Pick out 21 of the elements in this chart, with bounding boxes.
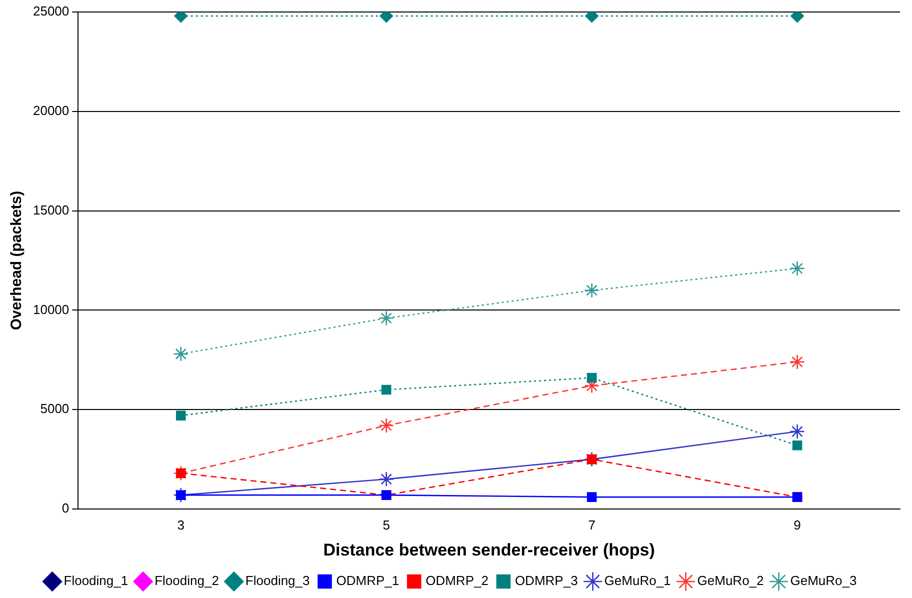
x-axis-title: Distance between sender-receiver (hops) <box>323 540 655 560</box>
y-tick-label: 25000 <box>32 4 70 19</box>
y-tick-label: 20000 <box>32 102 70 118</box>
x-tick-label: 5 <box>382 517 390 532</box>
legend-label: ODMRP_3 <box>514 573 578 588</box>
x-tick-label: 9 <box>794 517 801 532</box>
legend-label: GeMuRo_2 <box>697 573 764 588</box>
y-tick-label: 15000 <box>32 202 70 218</box>
legend-label: GeMuRo_1 <box>604 573 671 588</box>
legend-label: Flooding_3 <box>245 573 310 588</box>
y-axis-title: Overhead (packets) <box>8 190 26 330</box>
legend-label: ODMRP_2 <box>426 573 488 588</box>
y-tick-label: 10000 <box>32 302 70 317</box>
legend-label: Flooding_1 <box>64 573 128 588</box>
x-tick-label: 3 <box>177 517 184 532</box>
y-tick-label: 5000 <box>40 401 70 416</box>
y-tick-label: 0 <box>62 500 70 516</box>
legend-label: ODMRP_1 <box>336 573 400 588</box>
legend-label: Flooding_2 <box>154 573 219 588</box>
legend-label: GeMuRo_3 <box>790 573 857 588</box>
x-tick-label: 7 <box>588 517 596 532</box>
